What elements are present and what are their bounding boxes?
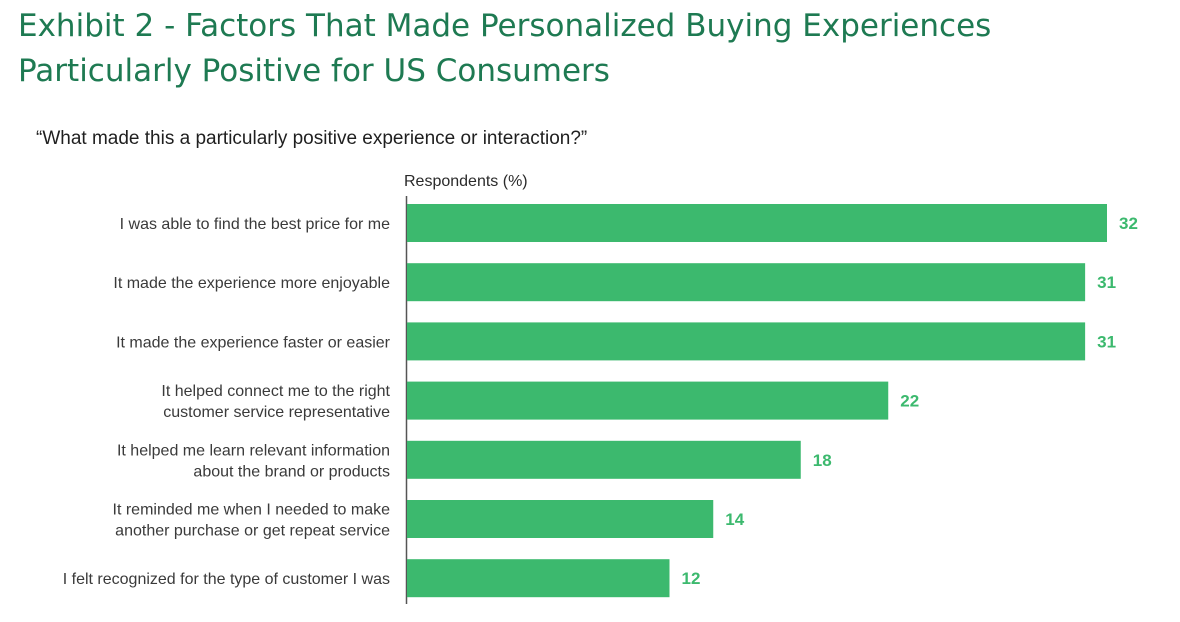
category-label-line: It made the experience faster or easier — [116, 334, 391, 351]
bar — [407, 381, 889, 420]
bar — [407, 263, 1086, 302]
category-label-line: I felt recognized for the type of custom… — [63, 571, 390, 588]
data-label: 32 — [1119, 214, 1138, 233]
category-label: It made the experience more enjoyable — [113, 275, 390, 292]
category-label-line: I was able to find the best price for me — [120, 216, 390, 233]
category-label-line: It helped connect me to the right — [161, 383, 390, 400]
bar — [407, 440, 801, 479]
data-label: 31 — [1097, 332, 1116, 351]
exhibit-title: Exhibit 2 - Factors That Made Personaliz… — [18, 8, 992, 89]
category-label-line: It helped me learn relevant information — [117, 442, 390, 459]
category-label: I felt recognized for the type of custom… — [63, 571, 390, 588]
data-label: 22 — [900, 392, 919, 411]
bar — [407, 322, 1086, 361]
category-label: I was able to find the best price for me — [120, 216, 390, 233]
category-label: It helped connect me to the right custome… — [161, 383, 390, 421]
category-label-line: It reminded me when I needed to make — [113, 502, 391, 519]
category-label: It made the experience faster or easier — [116, 334, 391, 351]
category-label: It helped me learn relevant information a… — [117, 442, 390, 480]
data-label: 12 — [682, 569, 701, 588]
data-label: 18 — [813, 451, 832, 470]
category-label-line: customer service representative — [163, 404, 390, 421]
bars-group: 32 I was able to find the best price for … — [63, 204, 1138, 598]
bar — [407, 204, 1107, 242]
data-label: 14 — [725, 510, 744, 529]
bar — [407, 559, 670, 598]
category-label: It reminded me when I needed to make anot… — [113, 502, 391, 540]
axis-label: Respondents (%) — [404, 173, 528, 190]
data-label: 31 — [1097, 273, 1116, 292]
bar — [407, 500, 714, 538]
survey-question: “What made this a particularly positive … — [36, 128, 588, 149]
category-label-line: about the brand or products — [193, 463, 390, 480]
category-label-line: It made the experience more enjoyable — [113, 275, 390, 292]
category-label-line: another purchase or get repeat service — [115, 523, 390, 540]
